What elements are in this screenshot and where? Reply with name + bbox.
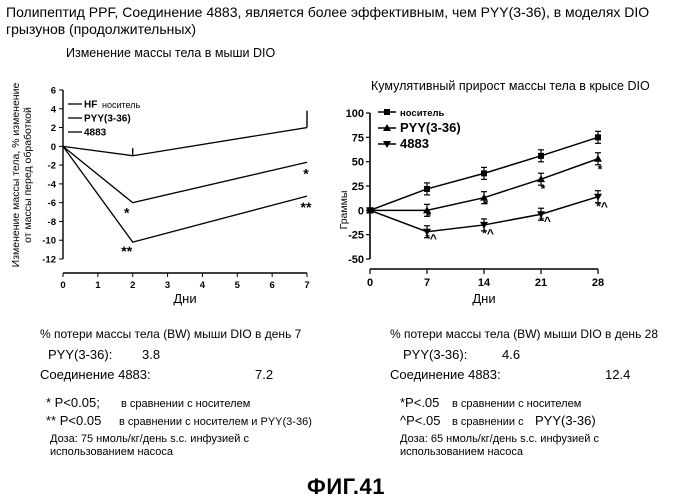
left-row2-label: Соединение 4883: <box>40 367 151 382</box>
left-dose-line1: Доза: 75 нмоль/кг/день s.c. инфузией с <box>50 433 249 445</box>
left-summary-heading: % потери массы тела (BW) мыши DIO в день… <box>40 327 301 341</box>
right-dose-line2: использованием насоса <box>400 446 523 458</box>
right-annotation: * <box>427 209 432 223</box>
right-x-tick-label: 21 <box>535 277 547 289</box>
right-legend-marker-0 <box>384 109 390 115</box>
right-annotation: *^ <box>596 199 608 213</box>
right-y-tick-label: 100 <box>346 108 364 120</box>
left-row2-value: 7.2 <box>255 367 273 382</box>
right-annotation: *^ <box>425 231 437 245</box>
right-note1-text: в сравнении с носителем <box>452 398 581 410</box>
right-annotation: *^ <box>539 214 551 228</box>
right-x-tick-label: 0 <box>367 277 373 289</box>
right-annotation: *^ <box>482 227 494 241</box>
right-note1-mark: *P<.05 <box>400 395 439 410</box>
right-legend-label-1: PYY(3-36) <box>400 120 461 135</box>
right-point-0 <box>481 170 487 176</box>
right-note2-text: в сравнении с <box>452 416 524 428</box>
right-row2-value: 12.4 <box>605 367 630 382</box>
left-note1-mark: * P<0.05; <box>46 395 100 410</box>
right-y-tick-label: 75 <box>352 132 364 144</box>
right-y-axis-label: Граммы <box>338 191 350 230</box>
right-annotation: * <box>541 182 546 196</box>
left-row1-label: PYY(3-36): <box>48 347 112 362</box>
right-annotation: * <box>598 162 603 176</box>
right-summary-heading: % потери массы тела (BW) мыши DIO в день… <box>390 327 658 341</box>
left-note2-text: в сравнении с носителем и PYY(3-36) <box>119 416 312 428</box>
right-y-tick-label: 0 <box>358 205 364 217</box>
right-point-0 <box>595 134 601 140</box>
left-note2-mark: ** P<0.05 <box>46 413 101 428</box>
right-note2-mark: ^P<.05 <box>400 413 440 428</box>
right-x-tick-label: 14 <box>478 277 491 289</box>
right-point-0 <box>424 186 430 192</box>
right-y-tick-label: 50 <box>352 157 364 169</box>
right-annotation: * <box>484 197 489 211</box>
right-note2-tail: PYY(3-36) <box>535 413 596 428</box>
left-dose-line2: использованием насоса <box>50 446 173 458</box>
right-row1-label: PYY(3-36): <box>403 347 467 362</box>
right-x-axis-label: Дни <box>472 291 495 306</box>
right-x-tick-label: 28 <box>592 277 604 289</box>
right-legend-label-0: носитель <box>400 108 445 119</box>
figure-label: ФИГ.41 <box>0 474 692 500</box>
right-y-tick-label: 25 <box>352 181 364 193</box>
right-x-tick-label: 7 <box>424 277 430 289</box>
right-dose-line1: Доза: 65 нмоль/кг/день s.c. инфузией с <box>400 433 599 445</box>
right-legend-label-2: 4883 <box>400 136 429 151</box>
right-row2-label: Соединение 4883: <box>390 367 501 382</box>
right-y-tick-label: -25 <box>348 230 364 242</box>
left-note1-text: в сравнении с носителем <box>121 398 250 410</box>
right-point-0 <box>538 153 544 159</box>
left-row1-value: 3.8 <box>142 347 160 362</box>
right-y-tick-label: -50 <box>348 254 364 266</box>
right-row1-value: 4.6 <box>502 347 520 362</box>
right-point-1 <box>594 155 602 162</box>
